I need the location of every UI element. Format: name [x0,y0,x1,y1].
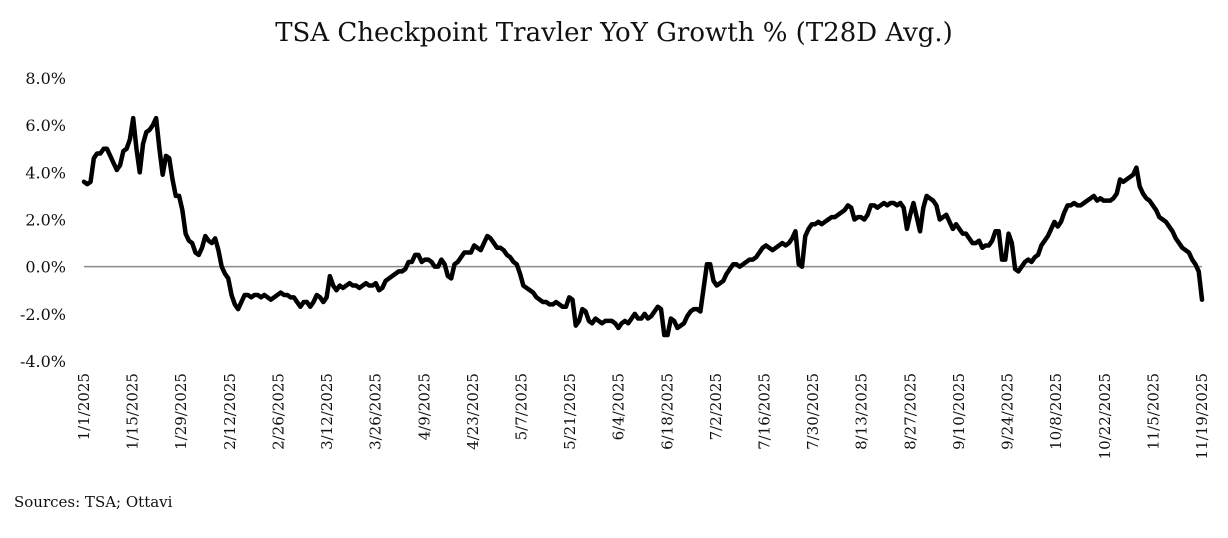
x-axis-tick-labels: 1/1/2025 1/15/2025 1/29/2025 2/12/2025 2/26/… [75,373,1211,459]
x-tick-label: 4/23/2025 [464,373,482,450]
x-tick-label: 8/27/2025 [901,373,919,450]
x-tick-label: 1/15/2025 [124,373,142,450]
x-tick-label: 6/18/2025 [658,373,676,450]
x-tick-label: 6/4/2025 [610,373,628,440]
x-tick-label: 4/9/2025 [415,373,433,440]
y-tick-label: 8.0% [25,69,66,88]
series-line-yoy-growth [81,115,1205,338]
x-tick-label: 2/12/2025 [221,373,239,450]
x-tick-label: 11/19/2025 [1193,373,1211,459]
y-tick-label: 4.0% [25,163,66,182]
x-tick-label: 10/22/2025 [1096,373,1114,459]
x-tick-label: 9/10/2025 [950,373,968,450]
y-tick-label: 6.0% [25,116,66,135]
y-tick-label: -2.0% [20,305,66,324]
x-tick-label: 3/26/2025 [367,373,385,450]
x-tick-label: 10/8/2025 [1047,373,1065,450]
x-tick-label: 9/24/2025 [999,373,1017,450]
x-tick-label: 5/7/2025 [512,373,530,440]
chart-title: TSA Checkpoint Travler YoY Growth % (T28… [275,18,953,48]
x-tick-label: 8/13/2025 [853,373,871,450]
x-tick-label: 11/5/2025 [1144,373,1162,450]
x-tick-label: 3/12/2025 [318,373,336,450]
x-tick-label: 7/16/2025 [756,373,774,450]
x-tick-label: 2/26/2025 [269,373,287,450]
y-tick-label: 0.0% [25,258,66,277]
x-tick-label: 5/21/2025 [561,373,579,450]
y-tick-label: -4.0% [20,352,66,371]
x-tick-label: 7/30/2025 [804,373,822,450]
source-note: Sources: TSA; Ottavi [14,493,173,511]
x-tick-label: 7/2/2025 [707,373,725,440]
y-tick-label: 2.0% [25,211,66,230]
y-axis-tick-labels: 8.0% 6.0% 4.0% 2.0% 0.0% -2.0% -4.0% [20,69,66,371]
x-tick-label: 1/1/2025 [75,373,93,440]
x-tick-label: 1/29/2025 [172,373,190,450]
